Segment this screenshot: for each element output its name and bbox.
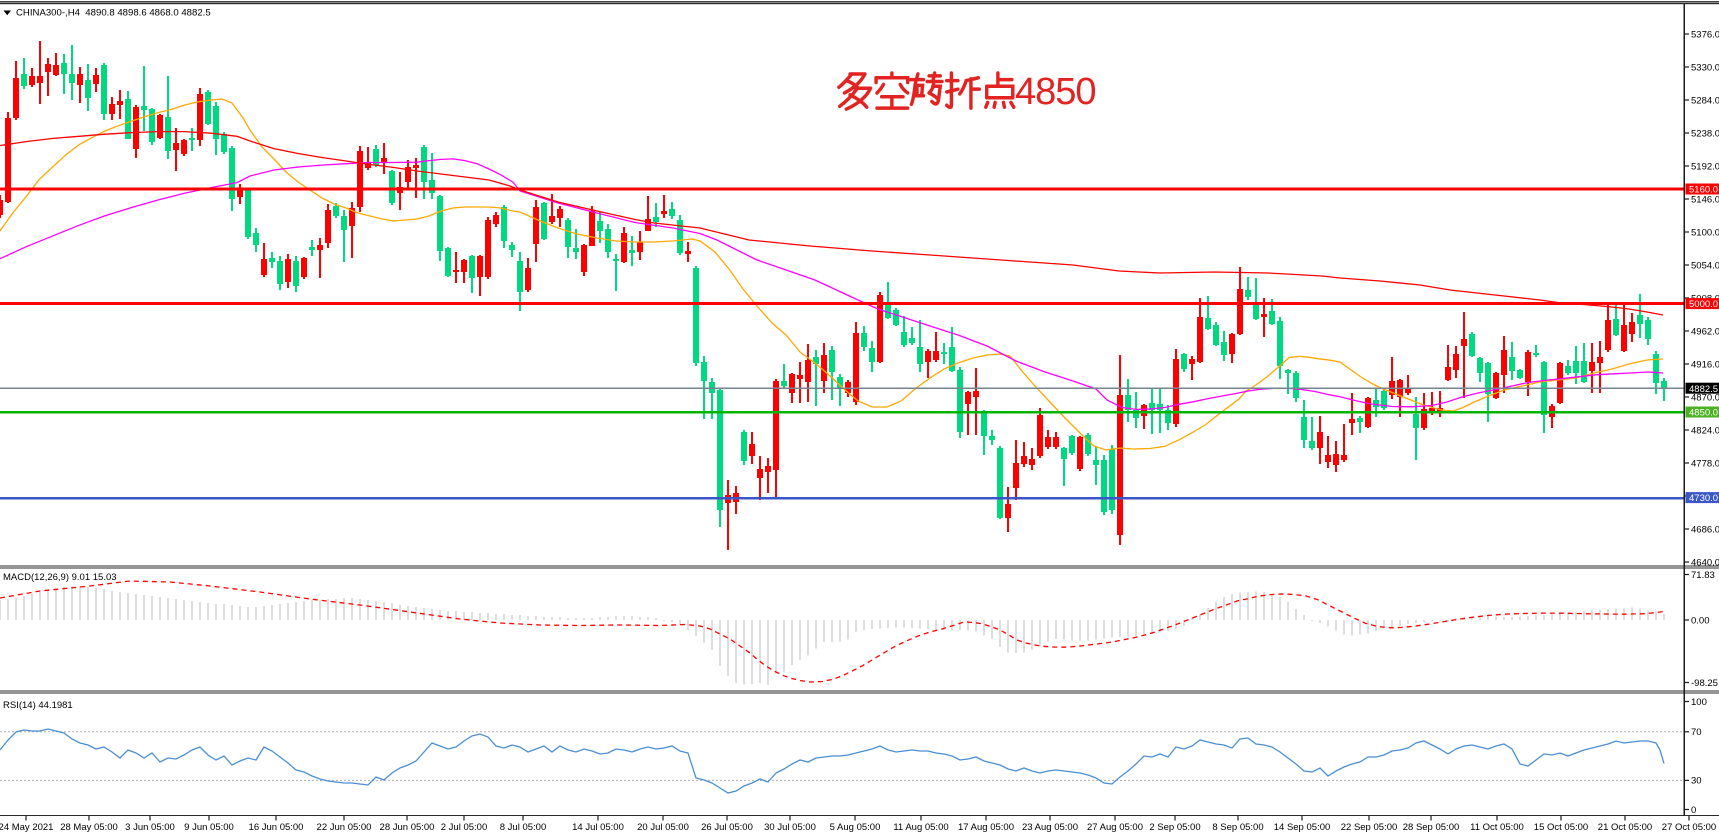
svg-text:4870.0: 4870.0: [1691, 392, 1719, 403]
svg-text:4686.0: 4686.0: [1691, 524, 1719, 535]
svg-text:11 Oct 05:00: 11 Oct 05:00: [1470, 822, 1524, 833]
svg-text:30 Jul 05:00: 30 Jul 05:00: [764, 822, 816, 833]
svg-text:14 Jul 05:00: 14 Jul 05:00: [572, 822, 624, 833]
svg-text:5192.0: 5192.0: [1691, 161, 1719, 172]
svg-text:22 Sep 05:00: 22 Sep 05:00: [1341, 822, 1398, 833]
svg-text:21 Oct 05:00: 21 Oct 05:00: [1598, 822, 1652, 833]
svg-text:4882.5: 4882.5: [1689, 384, 1718, 395]
svg-text:5238.0: 5238.0: [1691, 128, 1719, 139]
svg-text:8 Jul 05:00: 8 Jul 05:00: [500, 822, 546, 833]
svg-text:28 Jun 05:00: 28 Jun 05:00: [380, 822, 435, 833]
svg-text:5000.0: 5000.0: [1689, 299, 1718, 310]
svg-text:28 May 05:00: 28 May 05:00: [60, 822, 118, 833]
svg-text:17 Aug 05:00: 17 Aug 05:00: [958, 822, 1014, 833]
svg-text:15 Oct 05:00: 15 Oct 05:00: [1534, 822, 1588, 833]
svg-text:11 Aug 05:00: 11 Aug 05:00: [893, 822, 948, 833]
svg-text:4916.0: 4916.0: [1691, 359, 1719, 370]
svg-text:4962.0: 4962.0: [1691, 326, 1719, 337]
svg-text:4640.0: 4640.0: [1691, 557, 1719, 568]
svg-text:24 May 2021: 24 May 2021: [0, 822, 53, 833]
svg-text:23 Aug 05:00: 23 Aug 05:00: [1022, 822, 1078, 833]
svg-text:2 Sep 05:00: 2 Sep 05:00: [1149, 822, 1200, 833]
svg-text:5054.0: 5054.0: [1691, 260, 1719, 271]
svg-text:-98.25: -98.25: [1691, 678, 1718, 689]
svg-text:28 Sep 05:00: 28 Sep 05:00: [1403, 822, 1460, 833]
svg-text:5330.0: 5330.0: [1691, 62, 1719, 73]
svg-text:27 Oct 05:00: 27 Oct 05:00: [1662, 822, 1716, 833]
svg-text:20 Jul 05:00: 20 Jul 05:00: [637, 822, 689, 833]
svg-text:5 Aug 05:00: 5 Aug 05:00: [830, 822, 881, 833]
svg-text:26 Jul 05:00: 26 Jul 05:00: [701, 822, 753, 833]
svg-text:22 Jun 05:00: 22 Jun 05:00: [317, 822, 372, 833]
svg-text:5146.0: 5146.0: [1691, 194, 1719, 205]
svg-text:4850: 4850: [1015, 71, 1096, 113]
svg-text:16 Jun 05:00: 16 Jun 05:00: [249, 822, 304, 833]
svg-text:2 Jul 05:00: 2 Jul 05:00: [441, 822, 487, 833]
svg-text:3 Jun 05:00: 3 Jun 05:00: [125, 822, 175, 833]
svg-text:4824.0: 4824.0: [1691, 425, 1719, 436]
svg-text:5100.0: 5100.0: [1691, 227, 1719, 238]
svg-text:71.83: 71.83: [1691, 570, 1715, 581]
svg-text:5376.0: 5376.0: [1691, 29, 1719, 40]
svg-text:5160.0: 5160.0: [1689, 185, 1718, 196]
svg-text:100: 100: [1691, 697, 1707, 708]
svg-text:0.00: 0.00: [1691, 615, 1710, 626]
svg-text:9 Jun 05:00: 9 Jun 05:00: [184, 822, 234, 833]
svg-text:0: 0: [1691, 805, 1696, 816]
svg-text:4850.0: 4850.0: [1689, 408, 1718, 419]
svg-text:4730.0: 4730.0: [1689, 493, 1718, 504]
svg-text:CHINA300-,H4 4890.8 4898.6 48: CHINA300-,H4 4890.8 4898.6 4868.0 4882.5: [16, 8, 211, 19]
svg-text:MACD(12,26,9) 9.01 15.03: MACD(12,26,9) 9.01 15.03: [3, 572, 117, 583]
svg-text:27 Aug 05:00: 27 Aug 05:00: [1087, 822, 1143, 833]
svg-text:14 Sep 05:00: 14 Sep 05:00: [1274, 822, 1331, 833]
svg-text:4778.0: 4778.0: [1691, 458, 1719, 469]
svg-text:8 Sep 05:00: 8 Sep 05:00: [1212, 822, 1263, 833]
svg-text:30: 30: [1691, 776, 1702, 787]
svg-text:5284.0: 5284.0: [1691, 95, 1719, 106]
svg-text:70: 70: [1691, 727, 1702, 738]
svg-text:RSI(14) 44.1981: RSI(14) 44.1981: [3, 700, 73, 711]
